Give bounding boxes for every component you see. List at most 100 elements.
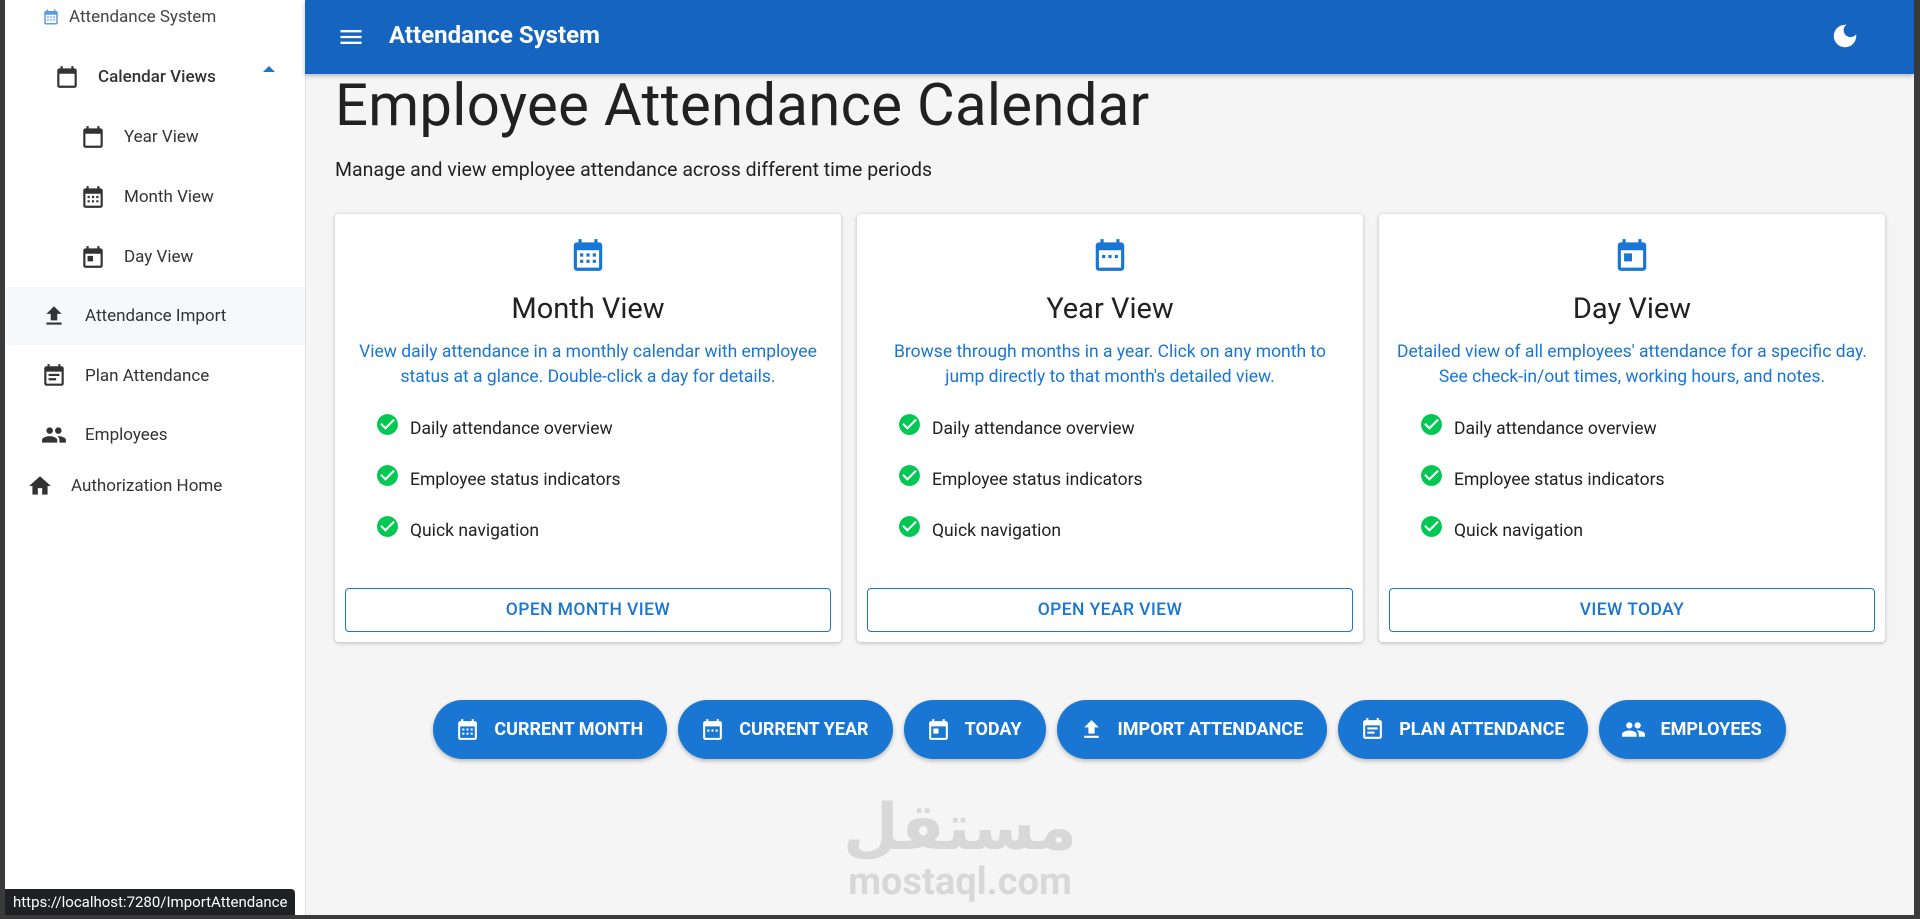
icon xyxy=(1083,720,1099,738)
feature-item: Employee status indicators xyxy=(375,464,621,490)
feature-item: Quick navigation xyxy=(1419,515,1584,541)
nav-item-label: Year View xyxy=(124,127,199,147)
card-description: Browse through months in a year. Click o… xyxy=(894,342,1326,387)
feature-item-label: Employee status indicators xyxy=(410,470,621,490)
icon xyxy=(29,476,51,495)
feature-item-label: Quick navigation xyxy=(1454,521,1584,541)
icon xyxy=(46,306,62,325)
feature-item: Daily attendance overview xyxy=(1419,413,1657,439)
feature-item: Employee status indicators xyxy=(1419,464,1665,490)
icon xyxy=(458,719,478,740)
icon xyxy=(573,239,603,271)
icon xyxy=(377,515,398,537)
feature-item-label: Daily attendance overview xyxy=(932,419,1135,439)
action-button[interactable]: CURRENT MONTH xyxy=(433,700,668,759)
watermark-arabic: مستقل xyxy=(842,790,1078,865)
app-title: Attendance System xyxy=(389,21,600,49)
nav-item[interactable]: Calendar Views xyxy=(54,63,216,91)
nav-item[interactable]: Authorization Home xyxy=(27,472,222,500)
feature-item-label: Employee status indicators xyxy=(1454,470,1665,490)
page-subtitle: Manage and view employee attendance acro… xyxy=(335,158,933,181)
icon xyxy=(1421,413,1442,435)
action-button[interactable]: TODAY xyxy=(903,700,1046,759)
page-title: Employee Attendance Calendar xyxy=(335,72,1150,140)
icon xyxy=(928,719,948,740)
card-title: Year View xyxy=(1046,292,1174,326)
icon xyxy=(1622,722,1646,737)
feature-item-label: Employee status indicators xyxy=(932,470,1143,490)
frame xyxy=(0,0,5,919)
view-card: Month View View daily attendance in a mon… xyxy=(335,214,841,642)
sidebar: Attendance System Calendar Views Year View… xyxy=(5,0,306,915)
nav-item-label: Plan Attendance xyxy=(85,366,210,386)
sidebar-brand[interactable]: Attendance System xyxy=(42,7,216,27)
card-button[interactable]: OPEN MONTH VIEW xyxy=(345,588,831,632)
nav-item[interactable]: Employees xyxy=(41,421,168,449)
nav-item[interactable]: Attendance Import xyxy=(41,302,226,330)
card-button[interactable]: OPEN YEAR VIEW xyxy=(867,588,1353,632)
icon xyxy=(83,126,103,148)
nav-item-label: Calendar Views xyxy=(98,67,216,87)
card-description: Detailed view of all employees' attendan… xyxy=(1397,342,1867,387)
feature-item-label: Quick navigation xyxy=(410,521,540,541)
icon xyxy=(44,364,64,386)
icon xyxy=(1095,239,1125,271)
icon xyxy=(42,427,66,443)
nav-item[interactable]: Day View xyxy=(80,243,193,271)
nav-item-label: Authorization Home xyxy=(71,476,223,496)
nav-item-label: Month View xyxy=(124,187,214,207)
action-button-label: CURRENT YEAR xyxy=(739,719,869,740)
feature-item: Daily attendance overview xyxy=(375,413,613,439)
nav-item-label: Employees xyxy=(85,425,168,445)
feature-item: Quick navigation xyxy=(375,515,540,541)
feature-item-label: Quick navigation xyxy=(932,521,1062,541)
card-title: Month View xyxy=(511,292,665,326)
nav-item[interactable]: Plan Attendance xyxy=(41,362,209,390)
icon xyxy=(1421,515,1442,537)
feature-item: Quick navigation xyxy=(897,515,1062,541)
nav-item[interactable]: Year View xyxy=(80,123,199,151)
action-button[interactable]: EMPLOYEES xyxy=(1599,700,1786,759)
icon xyxy=(899,464,920,486)
action-bar: CURRENT MONTH CURRENT YEAR TODAY IMPORT ATT… xyxy=(305,700,1914,759)
icon xyxy=(83,246,103,268)
icon xyxy=(57,66,77,88)
frame xyxy=(0,915,1920,919)
view-card: Day View Detailed view of all employees' … xyxy=(1379,214,1885,642)
sidebar-brand-label: Attendance System xyxy=(69,7,217,27)
feature-item-label: Daily attendance overview xyxy=(1454,419,1657,439)
icon xyxy=(1421,464,1442,486)
feature-item-label: Daily attendance overview xyxy=(410,419,613,439)
top-bar: Attendance System xyxy=(305,0,1914,74)
theme-toggle[interactable] xyxy=(1830,21,1860,51)
menu-icon[interactable] xyxy=(337,23,365,51)
collapse-caret[interactable] xyxy=(263,66,275,72)
icon xyxy=(703,719,723,740)
feature-item: Employee status indicators xyxy=(897,464,1143,490)
icon xyxy=(83,186,103,208)
icon xyxy=(899,515,920,537)
watermark-latin: mostaql.com xyxy=(848,860,1072,904)
action-button-label: IMPORT ATTENDANCE xyxy=(1117,719,1304,740)
view-card: Year View Browse through months in a year… xyxy=(857,214,1363,642)
card-description: View daily attendance in a monthly calen… xyxy=(359,342,817,387)
action-button-label: TODAY xyxy=(964,719,1022,740)
action-button[interactable]: IMPORT ATTENDANCE xyxy=(1056,700,1328,759)
nav-item[interactable]: Month View xyxy=(80,183,214,211)
frame xyxy=(1914,0,1920,919)
card-button[interactable]: VIEW TODAY xyxy=(1389,588,1875,632)
icon xyxy=(377,413,398,435)
nav-item-label: Day View xyxy=(124,247,194,267)
icon xyxy=(377,464,398,486)
icon xyxy=(44,9,58,25)
icon xyxy=(1363,718,1383,739)
action-button-label: EMPLOYEES xyxy=(1660,719,1762,740)
action-button[interactable]: CURRENT YEAR xyxy=(678,700,893,759)
feature-item: Daily attendance overview xyxy=(897,413,1135,439)
status-url: https://localhost:7280/ImportAttendance xyxy=(5,889,296,916)
action-button-label: CURRENT MONTH xyxy=(494,719,644,740)
action-button[interactable]: PLAN ATTENDANCE xyxy=(1338,700,1589,759)
icon xyxy=(899,413,920,435)
action-button-label: PLAN ATTENDANCE xyxy=(1399,719,1565,740)
